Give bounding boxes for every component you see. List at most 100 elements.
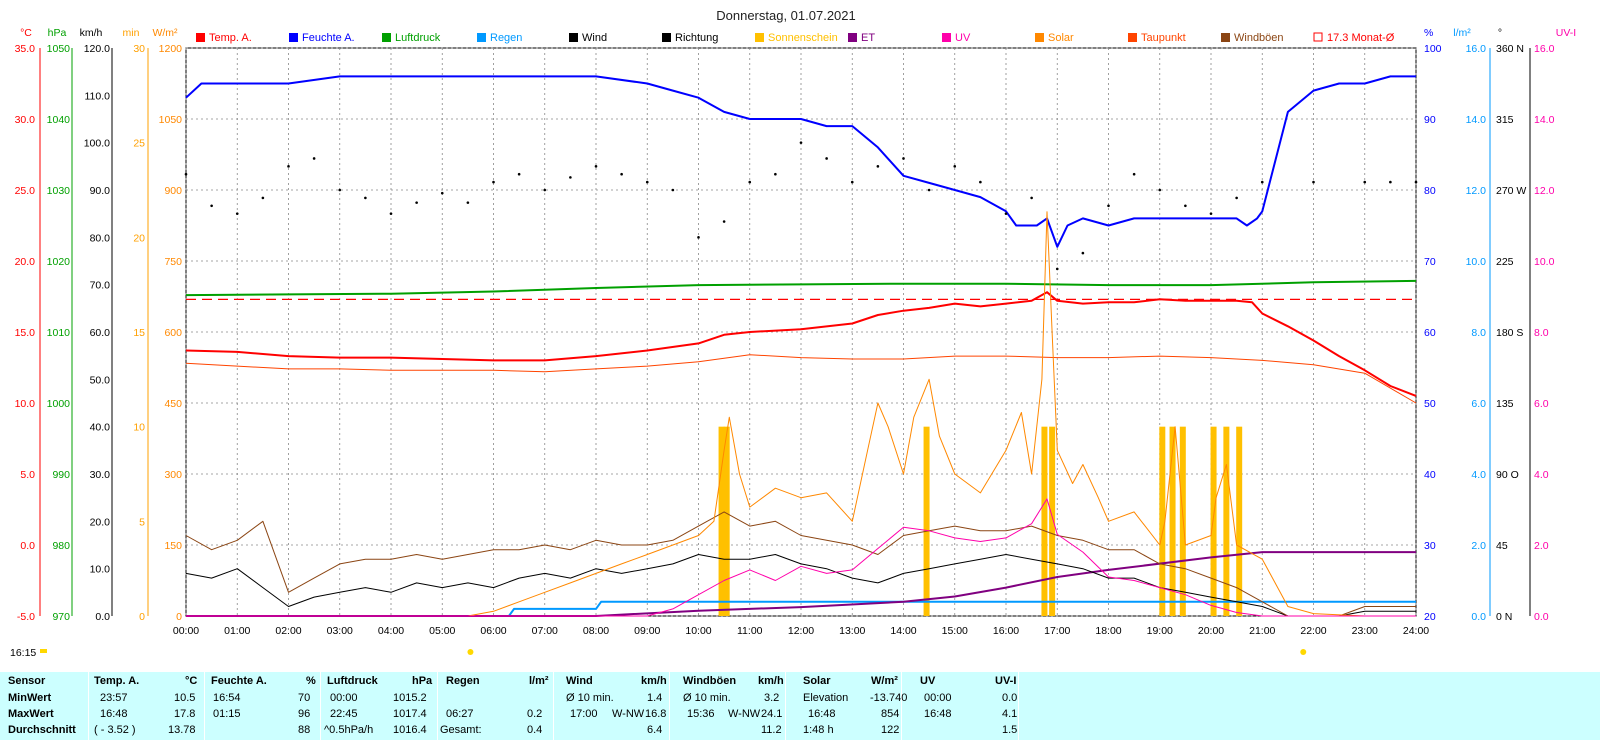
header-rain-unit: l/m² — [529, 675, 549, 687]
x-tick-label: 17:00 — [1044, 625, 1070, 637]
direction-point — [620, 172, 623, 176]
tick-label-temp: 10.0 — [15, 398, 36, 410]
tick-label-wind: 90.0 — [90, 185, 111, 197]
current-time-marker — [40, 649, 47, 653]
direction-point — [774, 172, 777, 176]
x-tick-label: 11:00 — [737, 625, 763, 637]
direction-point — [1107, 204, 1110, 208]
tick-label-uv: 14.0 — [1534, 114, 1555, 126]
axis-unit-rain: l/m² — [1453, 27, 1471, 39]
legend-label-sonnenschein: Sonnenschein — [768, 32, 838, 44]
tick-label-sunshine: 10 — [133, 422, 145, 434]
tick-label-temp: 20.0 — [15, 256, 36, 268]
legend-label-et: ET — [861, 32, 875, 44]
wind-max-dir: W-NW — [612, 708, 645, 720]
tick-label-direction: 180 S — [1496, 327, 1523, 339]
tick-label-temp: 30.0 — [15, 114, 36, 126]
x-tick-label: 09:00 — [634, 625, 660, 637]
x-tick-label: 08:00 — [583, 625, 609, 637]
x-tick-label: 06:00 — [480, 625, 506, 637]
header-rain: Regen — [446, 675, 480, 687]
tick-label-solar: 1200 — [159, 43, 183, 55]
direction-point — [1235, 196, 1238, 200]
temp-min-time: 23:57 — [100, 692, 128, 704]
direction-point — [1312, 180, 1315, 184]
legend-label-richtung: Richtung — [675, 32, 718, 44]
legend-swatch-luftdruck — [382, 33, 391, 42]
legend-swatch-et — [848, 33, 857, 42]
wind-max: 16.8 — [645, 708, 667, 720]
tick-label-sunshine: 0 — [139, 611, 145, 623]
series-temp-a — [185, 291, 1417, 397]
tick-label-direction: 90 O — [1496, 469, 1519, 481]
tick-label-wind: 70.0 — [90, 280, 111, 292]
humidity-min: 70 — [298, 692, 311, 704]
tick-label-wind: 30.0 — [90, 469, 111, 481]
uv-max: 4.1 — [1002, 708, 1018, 720]
pressure-max-time: 22:45 — [330, 708, 358, 720]
sunrise-marker — [467, 649, 474, 655]
temp-max: 17.8 — [174, 708, 196, 720]
tick-label-rain: 4.0 — [1471, 469, 1486, 481]
gust-avg: 11.2 — [761, 724, 782, 736]
direction-point — [440, 191, 444, 195]
temp-avg: 13.78 — [168, 724, 196, 736]
row-label-avg: Durchschnitt — [8, 724, 76, 736]
legend-swatch-richtung — [662, 33, 671, 42]
tick-label-rain: 6.0 — [1471, 398, 1486, 410]
tick-label-rain: 12.0 — [1466, 185, 1487, 197]
tick-label-wind: 50.0 — [90, 374, 111, 386]
x-tick-label: 23:00 — [1352, 625, 1378, 637]
tick-label-wind: 10.0 — [90, 564, 111, 576]
header-sensor: Sensor — [8, 675, 46, 687]
series-windboen — [185, 511, 1416, 617]
x-tick-label: 05:00 — [429, 625, 455, 637]
solar-elevation-label: Elevation — [803, 692, 849, 704]
tick-label-solar: 150 — [164, 540, 182, 552]
sunshine-bar — [1169, 426, 1176, 616]
tick-label-temp: 15.0 — [15, 327, 36, 339]
tick-label-wind: 80.0 — [90, 232, 111, 244]
header-humidity-unit: % — [306, 675, 316, 687]
tick-label-pressure: 1040 — [47, 114, 71, 126]
direction-point — [312, 157, 316, 160]
direction-point — [1158, 188, 1162, 192]
direction-point — [799, 141, 803, 144]
header-uv-unit: UV-I — [995, 675, 1017, 687]
tick-label-sunshine: 25 — [133, 138, 145, 150]
x-tick-label: 02:00 — [275, 625, 301, 637]
header-wind-unit: km/h — [641, 675, 667, 687]
tick-label-rain: 2.0 — [1471, 540, 1486, 552]
legend-swatch-windboen — [1221, 33, 1230, 42]
direction-point — [287, 165, 290, 168]
humidity-max-time: 01:15 — [213, 708, 241, 720]
axis-unit-uv: UV-I — [1556, 27, 1576, 39]
tick-label-solar: 0 — [176, 611, 182, 623]
direction-point — [953, 165, 957, 168]
chart-canvas: Donnerstag, 01.07.2021 Temp. A. Feuchte A.… — [10, 8, 1576, 659]
tick-label-solar: 900 — [164, 185, 182, 197]
chart-title: Donnerstag, 01.07.2021 — [716, 8, 856, 23]
direction-point — [902, 157, 905, 160]
uv-min-time: 00:00 — [924, 692, 952, 704]
direction-point — [543, 188, 547, 192]
legend-swatch-solar — [1035, 33, 1044, 42]
header-pressure: Luftdruck — [327, 675, 378, 687]
x-tick-label: 01:00 — [224, 625, 250, 637]
tick-label-humidity: 80 — [1424, 185, 1436, 197]
uv-avg: 1.5 — [1002, 724, 1018, 736]
humidity-min-time: 16:54 — [213, 692, 241, 704]
humidity-avg: 88 — [298, 724, 311, 736]
x-tick-label: 03:00 — [327, 625, 353, 637]
series-et — [186, 551, 1416, 617]
sunshine-bar — [1179, 426, 1186, 616]
header-gust: Windböen — [683, 675, 737, 687]
sunshine-bar — [718, 426, 725, 616]
legend-label-wind: Wind — [582, 32, 607, 44]
tick-label-temp: 5.0 — [20, 469, 35, 481]
x-tick-label: 19:00 — [1147, 625, 1173, 637]
direction-point — [1209, 212, 1213, 215]
tick-label-humidity: 90 — [1424, 114, 1436, 126]
direction-point — [364, 196, 367, 200]
